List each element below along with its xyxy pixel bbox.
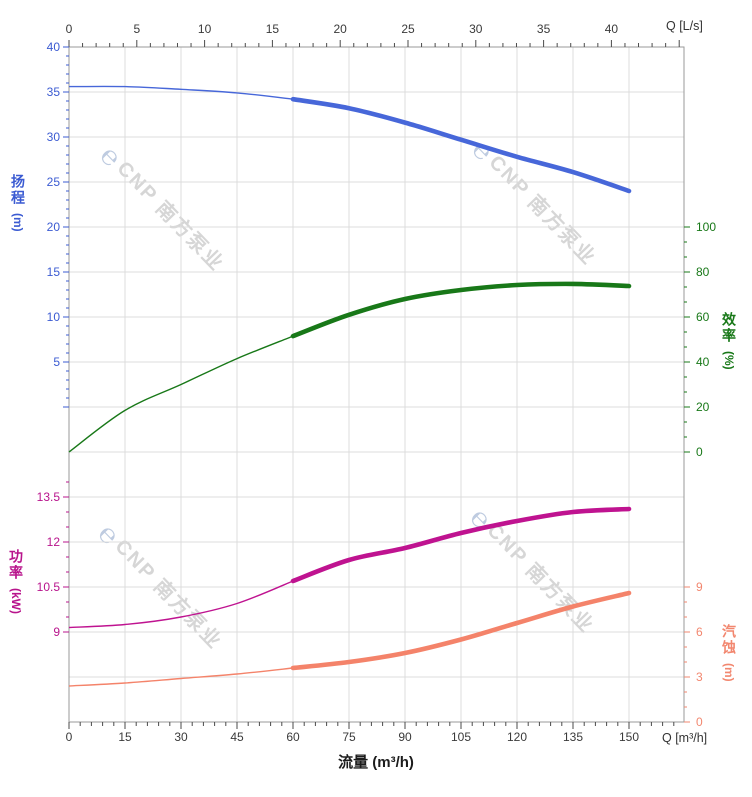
- power-axis-unit: (kW): [9, 588, 23, 614]
- head-tick-label: 10: [46, 310, 60, 324]
- power-curve: [290, 506, 632, 584]
- bottom-tick-label: 120: [506, 730, 528, 744]
- npsh-axis-title: 汽蚀 (m): [719, 624, 739, 682]
- top-tick-label: 5: [133, 22, 141, 36]
- power-axis-title: 功率 (kW): [6, 549, 26, 614]
- efficiency-tick-label: 0: [696, 445, 703, 459]
- efficiency-tick-label: 100: [696, 220, 717, 234]
- head-tick-label: 35: [46, 85, 60, 99]
- efficiency-axis-title-text: 效率: [721, 312, 737, 344]
- top-tick-label: 15: [265, 22, 280, 36]
- axis-ticks: [63, 40, 690, 729]
- top-tick-label: 40: [604, 22, 619, 36]
- head-curve-thin: [68, 85, 294, 100]
- bottom-tick-label: 45: [230, 730, 244, 744]
- bottom-tick-label: 30: [174, 730, 188, 744]
- efficiency-tick-label: 60: [696, 310, 710, 324]
- head-tick-label: 30: [46, 130, 60, 144]
- efficiency-tick-label: 20: [696, 400, 710, 414]
- top-axis-unit-label: Q [L/s]: [666, 19, 703, 33]
- plot-frame: [68, 46, 685, 723]
- npsh-tick-label: 0: [696, 715, 703, 729]
- head-tick-label: 20: [46, 220, 60, 234]
- head-tick-label: 15: [46, 265, 60, 279]
- bottom-tick-label: 0: [65, 730, 73, 744]
- npsh-tick-label: 6: [696, 625, 703, 639]
- power-tick-label: 13.5: [36, 490, 60, 504]
- head-curve: [290, 96, 632, 194]
- head-axis-title: 扬程 (m): [8, 174, 28, 232]
- top-tick-label: 35: [536, 22, 551, 36]
- top-tick-label: 30: [469, 22, 483, 36]
- npsh-tick-label: 9: [696, 580, 703, 594]
- efficiency-tick-label: 80: [696, 265, 710, 279]
- top-tick-label: 10: [197, 22, 212, 36]
- power-tick-label: 10.5: [36, 580, 60, 594]
- npsh-curve-thin: [68, 667, 294, 687]
- gridlines: [68, 46, 684, 723]
- efficiency-axis-unit: (%): [722, 351, 736, 370]
- top-tick-label: 25: [401, 22, 415, 36]
- npsh-axis-title-text: 汽蚀: [721, 624, 737, 656]
- efficiency-curve-thin: [68, 335, 294, 453]
- head-tick-label: 40: [46, 40, 60, 54]
- bottom-tick-label: 90: [398, 730, 412, 744]
- bottom-tick-label: 15: [118, 730, 132, 744]
- bottom-tick-label: 105: [450, 730, 472, 744]
- top-tick-label: 0: [65, 22, 73, 36]
- bottom-tick-label: 60: [286, 730, 300, 744]
- npsh-tick-label: 3: [696, 670, 703, 684]
- power-tick-label: 9: [53, 625, 60, 639]
- bottom-tick-label: 150: [618, 730, 640, 744]
- power-tick-label: 12: [46, 535, 60, 549]
- head-tick-label: 25: [46, 175, 60, 189]
- bottom-tick-label: 135: [562, 730, 584, 744]
- bottom-tick-label: 75: [342, 730, 356, 744]
- power-axis-title-text: 功率: [8, 549, 24, 581]
- head-tick-label: 5: [53, 355, 60, 369]
- efficiency-tick-label: 40: [696, 355, 710, 369]
- npsh-curve: [290, 590, 632, 671]
- efficiency-axis-title: 效率 (%): [719, 312, 739, 370]
- bottom-axis-unit-label: Q [m³/h]: [662, 731, 708, 745]
- npsh-axis-unit: (m): [722, 663, 736, 682]
- head-axis-title-text: 扬程: [10, 174, 26, 206]
- top-tick-label: 20: [333, 22, 347, 36]
- power-curve-thin: [68, 580, 294, 629]
- efficiency-curve: [290, 281, 632, 339]
- head-axis-unit: (m): [11, 213, 25, 232]
- flow-axis-title: 流量 (m³/h): [338, 754, 414, 771]
